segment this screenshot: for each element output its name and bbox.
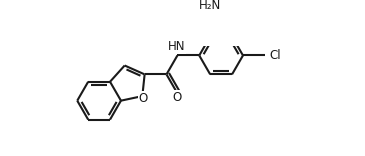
Text: Cl: Cl [269,49,281,62]
Text: HN: HN [168,40,185,53]
Text: H₂N: H₂N [199,0,221,12]
Text: O: O [173,91,182,104]
Text: O: O [138,92,147,105]
